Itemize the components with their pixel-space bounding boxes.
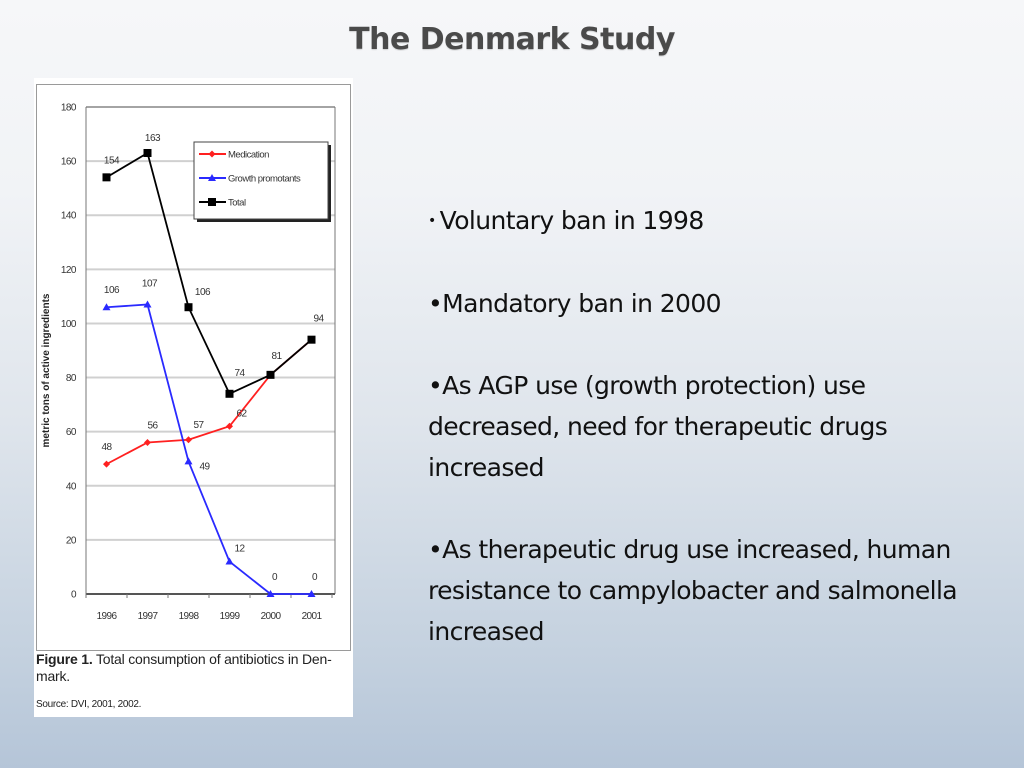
bullet-list: • Voluntary ban in 1998 •Mandatory ban in… (428, 200, 968, 693)
growth-promotants-point (102, 303, 111, 311)
y-tick-label: 120 (61, 265, 77, 276)
legend-total-marker (208, 198, 216, 206)
total-data-label: 74 (234, 368, 245, 379)
x-tick-label: 2001 (302, 611, 323, 622)
legend-growth-promotants-label: Growth promotants (228, 174, 301, 185)
bullet-item: • Voluntary ban in 1998 (428, 200, 968, 242)
bullet-item: •As therapeutic drug use increased, huma… (428, 529, 968, 652)
growth-promotants-data-label: 0 (272, 572, 278, 583)
growth-promotants-point (143, 300, 152, 308)
y-tick-label: 0 (71, 590, 77, 601)
growth-promotants-data-label: 107 (142, 279, 158, 290)
growth-promotants-point (266, 590, 275, 597)
growth-promotants-point (307, 590, 316, 597)
total-point (225, 389, 234, 398)
legend-medication-label: Medication (228, 150, 269, 161)
growth-promotants-point (225, 557, 234, 565)
growth-promotants-data-label: 106 (104, 285, 120, 296)
y-tick-label: 160 (61, 157, 77, 168)
growth-promotants-point (184, 457, 193, 465)
total-data-label: 163 (145, 133, 161, 144)
x-tick-label: 1996 (97, 611, 118, 622)
total-point (266, 370, 275, 379)
bullet-marker: • (428, 371, 443, 400)
figure-panel: 0 20 40 60 80 100 120 140 160 180 1996 1997 1998 1999… (34, 78, 353, 717)
legend-medication-marker (208, 150, 216, 158)
figure-caption: Figure 1. Total consumption of antibioti… (36, 651, 352, 685)
medication-data-label: 56 (147, 420, 158, 431)
total-point (184, 303, 193, 312)
x-tick-label: 1999 (220, 611, 241, 622)
medication-data-label: 62 (236, 408, 247, 419)
bullet-text: Voluntary ban in 1998 (439, 206, 705, 235)
caption-text: Total consumption of antibiotics in Den-… (36, 651, 332, 684)
bullet-marker: • (428, 213, 436, 229)
slide-title: The Denmark Study (349, 22, 675, 57)
total-point (143, 148, 152, 157)
growth-promotants-data-label: 0 (312, 572, 318, 583)
total-data-label: 81 (271, 351, 282, 362)
bullet-text: As therapeutic drug use increased, human… (428, 535, 958, 646)
y-tick-label: 180 (61, 103, 77, 114)
legend-total-label: Total (228, 198, 246, 209)
total-data-label: 106 (195, 287, 211, 298)
x-tick-label: 1998 (179, 611, 200, 622)
medication-point (226, 422, 233, 430)
legend-growth-promotants-marker (208, 174, 216, 181)
bullet-marker: • (428, 535, 443, 564)
medication-data-label: 57 (193, 420, 204, 431)
bullet-text: Mandatory ban in 2000 (442, 289, 721, 318)
medication-point (185, 436, 192, 444)
growth-promotants-line (106, 303, 312, 595)
x-tick-label: 2000 (261, 611, 282, 622)
total-line (106, 151, 313, 395)
medication-point (144, 438, 151, 446)
y-tick-label: 60 (66, 427, 77, 438)
y-tick-label: 140 (61, 211, 77, 222)
bullet-item: •Mandatory ban in 2000 (428, 283, 968, 324)
bullet-item: •As AGP use (growth protection) use decr… (428, 365, 968, 488)
caption-label: Figure 1. (36, 651, 93, 667)
medication-data-label: 48 (101, 442, 112, 453)
bullet-marker: • (428, 289, 443, 318)
y-tick-label: 80 (66, 373, 77, 384)
total-data-label: 94 (313, 314, 324, 325)
total-point (102, 173, 111, 182)
total-point (307, 335, 316, 344)
growth-promotants-data-label: 12 (234, 544, 245, 555)
total-data-label: 154 (104, 155, 120, 166)
growth-promotants-data-label: 49 (199, 461, 210, 472)
y-tick-label: 20 (66, 535, 77, 546)
y-axis-label: metric tons of active ingredients (41, 293, 52, 447)
figure-source: Source: DVI, 2001, 2002. (36, 699, 142, 710)
bullet-text: As AGP use (growth protection) use decre… (428, 371, 888, 482)
medication-point (103, 460, 110, 468)
x-tick-label: 1997 (138, 611, 159, 622)
y-tick-label: 100 (61, 319, 77, 330)
y-tick-label: 40 (66, 481, 77, 492)
